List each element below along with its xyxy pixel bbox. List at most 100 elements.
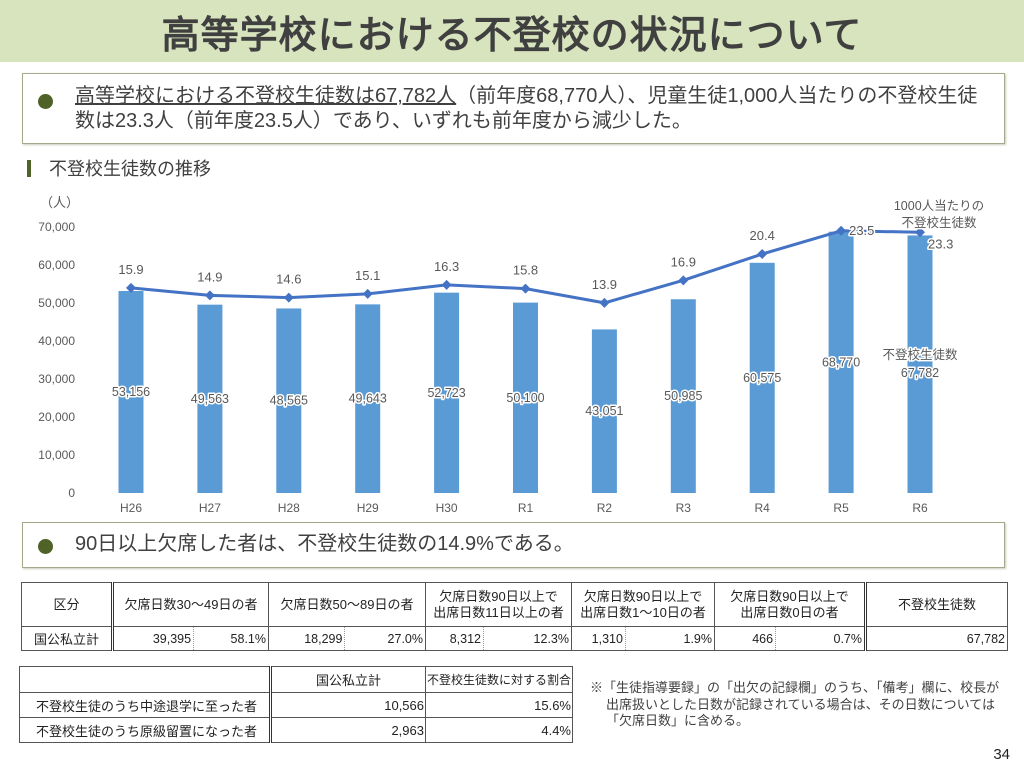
table-cell: 18,299 27.0% (268, 626, 426, 651)
table-row: 不登校生徒のうち中途退学に至った者 10,566 15.6% (19, 692, 573, 718)
footnote: ※「生徒指導要録」の「出欠の記録欄」のうち、「備考」欄に、校長が出席扱いとした日… (590, 680, 1000, 728)
y-tick-label: 20,000 (38, 410, 75, 424)
table-row: 不登校生徒のうち原級留置になった者 2,963 4.4% (19, 717, 573, 743)
section-heading: 不登校生徒数の推移 (27, 158, 211, 179)
bar (434, 292, 460, 493)
table-header-cell: 不登校生徒数に対する割合 (425, 666, 573, 693)
cell-total: 67,782 (865, 626, 1008, 651)
cell-percent: 12.3% (533, 631, 569, 646)
line-value-label: 16.3 (434, 259, 459, 274)
table-header-cell: 欠席日数90日以上で 出席日数1～10日の者 (571, 582, 715, 627)
y-axis-unit-label: （人） (40, 195, 80, 210)
x-tick-label: H28 (278, 501, 300, 515)
table-header-cell: 欠席日数90日以上で 出席日数0日の者 (714, 582, 867, 627)
absence-breakdown-table: 区分 欠席日数30～49日の者 欠席日数50～89日の者 欠席日数90日以上で … (21, 582, 1008, 651)
bar-value-label: 50,985 (664, 389, 702, 403)
table-header-cell (19, 666, 272, 693)
line-point (520, 283, 531, 294)
dropout-retention-table: 国公私立計 不登校生徒数に対する割合 不登校生徒のうち中途退学に至った者 10,… (19, 666, 573, 743)
table-row: 国公私立計 39,395 58.1% 18,299 27.0% 8,312 12.3%… (21, 626, 1008, 651)
line-point (441, 279, 452, 290)
line-value-label: 23.3 (928, 236, 953, 251)
table-header-cell: 区分 (21, 582, 114, 627)
bar-value-label: 52,723 (427, 386, 465, 400)
line-value-label: 16.9 (671, 254, 696, 269)
table-cell: 1,310 1.9% (571, 626, 715, 651)
x-tick-label: R5 (833, 501, 849, 515)
line-point (915, 227, 925, 238)
cell-percent: 27.0% (387, 631, 423, 646)
y-tick-label: 50,000 (38, 296, 75, 310)
bar (513, 302, 538, 493)
slide-header: 高等学校における不登校の状況について (0, 0, 1024, 62)
page-number: 34 (993, 746, 1010, 763)
cell-count: 466 (715, 627, 777, 650)
table-cell: 8,312 12.3% (425, 626, 572, 651)
bar-value-label: 49,563 (191, 392, 229, 406)
bar-value-label: 49,643 (349, 392, 387, 406)
bar (749, 262, 775, 493)
line-value-label: 15.8 (513, 263, 538, 278)
cell-count: 1,310 (572, 627, 626, 650)
table-header-cell: 欠席日数50～89日の者 (268, 582, 426, 627)
bar-value-label: 43,051 (585, 404, 623, 418)
table-cell: 466 0.7% (714, 626, 867, 651)
x-tick-label: R1 (518, 501, 534, 515)
row-label: 国公私立計 (21, 626, 114, 651)
y-tick-label: 40,000 (38, 334, 75, 348)
x-tick-label: R4 (755, 501, 771, 515)
table-header-row: 区分 欠席日数30～49日の者 欠席日数50～89日の者 欠席日数90日以上で … (21, 582, 1008, 627)
line-value-label: 14.9 (197, 269, 222, 284)
row-label: 不登校生徒のうち中途退学に至った者 (19, 692, 272, 718)
bar-value-label: 48,565 (270, 394, 308, 408)
y-tick-label: 30,000 (38, 372, 75, 386)
bullet-icon (38, 94, 53, 109)
bar (907, 235, 933, 493)
line-series-name-label: 不登校生徒数 (901, 215, 977, 230)
bar-series-name-label: 不登校生徒数 (882, 347, 958, 362)
line-value-label: 13.9 (592, 277, 617, 292)
cell-percent: 15.6% (425, 692, 573, 718)
table-header-cell: 欠席日数90日以上で 出席日数11日以上の者 (425, 582, 572, 627)
bar-value-label: 53,156 (112, 385, 150, 399)
line-value-label: 14.6 (276, 272, 301, 287)
cell-count: 10,566 (270, 692, 426, 718)
bar (355, 304, 381, 493)
cell-percent: 0.7% (833, 631, 863, 646)
cell-percent: 4.4% (425, 717, 573, 743)
line-point (204, 290, 215, 301)
x-tick-label: R2 (597, 501, 613, 515)
bar (118, 291, 144, 493)
table-header-cell: 国公私立計 (270, 666, 426, 693)
bar-value-label: 67,782 (901, 366, 939, 380)
line-value-label: 20.4 (750, 228, 775, 243)
bar-value-label: 60,575 (743, 371, 781, 385)
line-point (599, 297, 610, 308)
table-header-cell: 欠席日数30～49日の者 (112, 582, 269, 627)
line-series-name-label: 1000人当たりの (894, 199, 984, 213)
bar-value-label: 68,770 (822, 355, 860, 369)
summary-2-text: 90日以上欠席した者は、不登校生徒数の14.9%である。 (75, 533, 574, 555)
table-header-cell: 不登校生徒数 (865, 582, 1008, 627)
line-point (678, 275, 689, 286)
summary-text: 高等学校における不登校生徒数は67,782人（前年度68,770人）、児童生徒1… (75, 84, 990, 134)
line-value-label: 23.5 (849, 223, 874, 238)
line-point (836, 225, 847, 236)
line-value-label: 15.9 (118, 262, 143, 277)
y-tick-label: 70,000 (38, 220, 75, 234)
section-marker-icon (27, 159, 31, 177)
bar-value-label: 50,100 (506, 391, 544, 405)
cell-percent: 1.9% (683, 631, 713, 646)
line-point (283, 292, 294, 303)
summary-underlined: 高等学校における不登校生徒数は67,782人 (75, 85, 457, 107)
x-tick-label: H29 (357, 501, 379, 515)
x-tick-label: R3 (676, 501, 692, 515)
section-title: 不登校生徒数の推移 (49, 159, 211, 179)
cell-count: 8,312 (426, 627, 484, 650)
row-label: 不登校生徒のうち原級留置になった者 (19, 717, 272, 743)
y-tick-label: 60,000 (38, 258, 75, 272)
table-header-row: 国公私立計 不登校生徒数に対する割合 (19, 666, 573, 693)
cell-percent: 58.1% (230, 631, 266, 646)
cell-count: 18,299 (269, 627, 346, 650)
slide-title: 高等学校における不登校の状況について (161, 14, 863, 57)
